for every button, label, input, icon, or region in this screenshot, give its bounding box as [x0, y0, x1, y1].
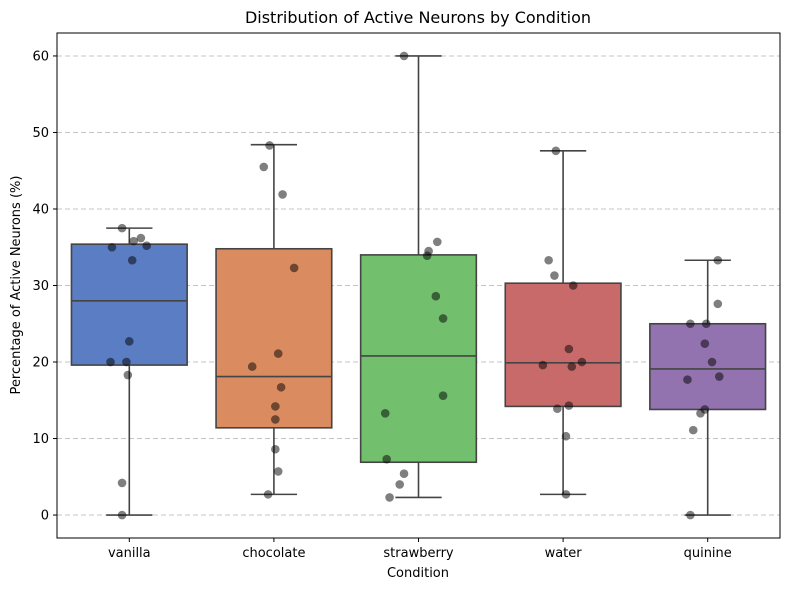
y-tick-label: 60	[32, 49, 49, 64]
data-point	[422, 251, 432, 260]
data-point	[399, 469, 409, 479]
data-point	[564, 401, 574, 410]
x-axis: vanilla chocolate strawberry water quinine	[108, 538, 732, 561]
data-point	[544, 255, 553, 265]
data-point	[278, 190, 287, 199]
y-tick-label: 50	[32, 126, 49, 141]
chart-title: Distribution of Active Neurons by Condit…	[245, 8, 591, 27]
data-point	[117, 223, 127, 233]
data-point	[432, 237, 442, 247]
x-tick-label: vanilla	[108, 546, 151, 561]
data-point	[117, 478, 127, 488]
box-rect	[649, 322, 767, 411]
data-point	[551, 146, 561, 156]
data-point	[276, 382, 286, 392]
data-point	[561, 431, 571, 441]
y-tick-label: 20	[32, 356, 49, 371]
data-point	[553, 404, 562, 413]
data-point	[696, 408, 705, 418]
box-strawberry	[359, 55, 478, 499]
data-point	[385, 493, 394, 502]
data-point	[568, 281, 578, 290]
data-point	[117, 510, 127, 520]
x-tick-label: chocolate	[242, 546, 305, 561]
x-tick-label: quinine	[684, 546, 732, 561]
data-point	[273, 349, 283, 358]
box-rect	[504, 282, 622, 408]
data-point	[136, 233, 146, 243]
data-point	[538, 360, 548, 370]
data-point	[142, 241, 151, 251]
box-rect	[215, 247, 333, 429]
data-point	[382, 454, 391, 464]
data-point	[707, 357, 717, 367]
x-axis-title: Condition	[387, 566, 449, 581]
data-point	[577, 357, 587, 367]
data-point	[122, 357, 131, 367]
data-point	[438, 391, 448, 400]
data-point	[273, 467, 283, 476]
data-point	[259, 162, 269, 172]
y-axis: 0 10 20 30 40 50 60	[32, 49, 57, 524]
y-tick-label: 30	[32, 279, 49, 294]
data-point	[271, 444, 280, 454]
y-tick-label: 10	[32, 432, 49, 447]
data-point	[688, 425, 698, 435]
data-point	[700, 339, 710, 348]
boxes-layer	[70, 55, 767, 516]
data-point	[271, 402, 280, 411]
data-point	[714, 372, 724, 381]
data-point	[123, 370, 133, 380]
data-point	[127, 255, 137, 265]
data-point	[247, 362, 257, 371]
data-point	[701, 319, 711, 329]
data-point	[271, 415, 280, 424]
data-point	[561, 490, 571, 499]
data-point	[380, 408, 390, 418]
data-point	[686, 510, 695, 520]
data-point	[107, 242, 117, 252]
data-point	[686, 319, 695, 329]
box-chocolate	[215, 143, 333, 496]
data-point	[289, 263, 299, 273]
data-point	[550, 271, 559, 280]
data-point	[125, 337, 134, 346]
data-point	[395, 480, 405, 489]
box-rect	[359, 254, 478, 464]
data-point	[683, 375, 692, 384]
data-point	[129, 236, 138, 246]
data-point	[399, 51, 409, 61]
data-point	[713, 299, 723, 309]
y-axis-title: Percentage of Active Neurons (%)	[9, 176, 24, 395]
data-point	[265, 141, 274, 150]
y-tick-label: 40	[32, 202, 49, 217]
box-water	[504, 150, 622, 496]
data-point	[713, 255, 723, 265]
x-tick-label: water	[545, 546, 583, 561]
data-point	[567, 362, 577, 371]
data-point	[564, 344, 574, 354]
points-layer	[106, 51, 724, 520]
data-point	[431, 291, 441, 301]
data-point	[106, 357, 115, 367]
data-point	[438, 314, 448, 323]
x-tick-label: strawberry	[383, 546, 454, 561]
data-point	[263, 490, 273, 499]
box-quinine	[649, 259, 767, 516]
y-tick-label: 0	[41, 509, 49, 524]
